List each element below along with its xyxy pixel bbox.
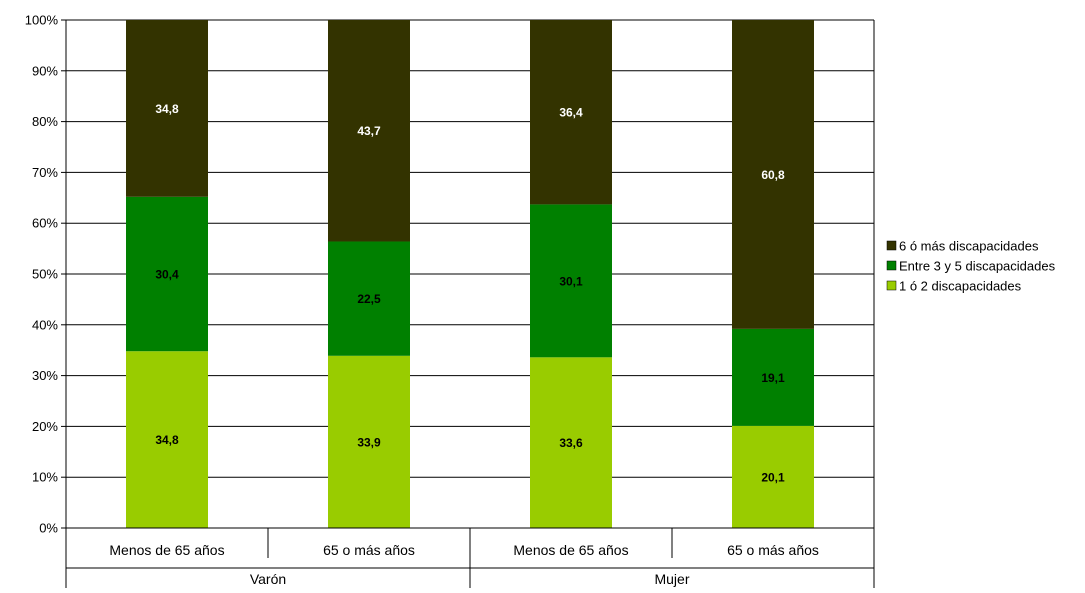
data-label: 22,5 (357, 292, 381, 306)
bar-segment (732, 425, 814, 528)
data-label: 33,9 (357, 435, 381, 449)
x-tick-label: 65 o más años (727, 542, 819, 558)
y-tick-label: 100% (25, 13, 59, 28)
y-tick-label: 60% (32, 216, 58, 231)
group-label: Varón (250, 571, 286, 587)
y-tick-label: 10% (32, 470, 58, 485)
axes: 0% 10% 20% 30% 40% 50% 60% 70% 80% 90% 100% Menos d… (25, 13, 875, 588)
data-label: 34,8 (155, 433, 179, 447)
data-label: 30,1 (559, 274, 583, 288)
bar-segment (328, 241, 410, 356)
data-label: 36,4 (559, 106, 583, 120)
data-label: 43,7 (357, 124, 381, 138)
legend-swatch (886, 280, 897, 291)
x-tick-label: Menos de 65 años (109, 542, 224, 558)
y-tick-label: 30% (32, 368, 58, 383)
data-label: 34,8 (155, 102, 179, 116)
bar-segment (328, 20, 410, 242)
x-tick-label: 65 o más años (323, 542, 415, 558)
y-tick-label: 70% (32, 165, 58, 180)
bar-segment (732, 328, 814, 426)
legend-swatch (886, 240, 897, 251)
data-label: 30,4 (155, 268, 179, 282)
data-label: 60,8 (761, 168, 785, 182)
data-label: 19,1 (761, 371, 785, 385)
y-tick-label: 90% (32, 63, 58, 78)
y-tick-label: 0% (39, 521, 58, 536)
bar-segment (530, 357, 612, 528)
bar-segment (126, 20, 208, 197)
bar-segment (530, 204, 612, 358)
data-label: 33,6 (559, 436, 583, 450)
y-tick-label: 40% (32, 317, 58, 332)
data-label: 20,1 (761, 470, 785, 484)
bar-segment (328, 355, 410, 528)
bar-segment (732, 20, 814, 329)
bars: 34,8 30,4 34,8 33,9 22,5 43,7 33,6 30,1 36,4 20,1… (126, 20, 814, 528)
legend-swatch (886, 260, 897, 271)
y-tick-label: 80% (32, 114, 58, 129)
group-label: Mujer (654, 571, 689, 587)
legend-label: Entre 3 y 5 discapacidades (899, 259, 1056, 274)
y-tick-label: 50% (32, 267, 58, 282)
bar-segment (126, 351, 208, 528)
legend-label: 1 ó 2 discapacidades (899, 279, 1022, 294)
legend-label: 6 ó más discapacidades (899, 239, 1039, 254)
y-tick-label: 20% (32, 419, 58, 434)
x-tick-label: Menos de 65 años (513, 542, 628, 558)
bar-segment (530, 20, 612, 205)
legend: 6 ó más discapacidades Entre 3 y 5 discap… (886, 239, 1056, 294)
bar-segment (126, 196, 208, 352)
